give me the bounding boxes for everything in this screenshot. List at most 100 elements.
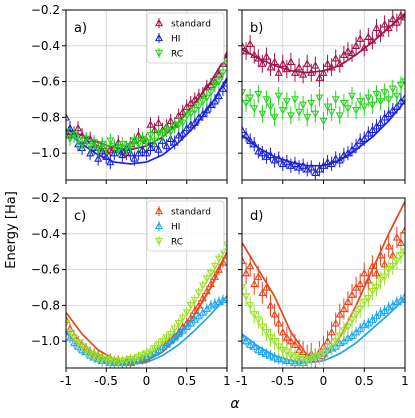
data-point bbox=[158, 136, 167, 144]
data-point bbox=[299, 161, 308, 169]
data-point bbox=[327, 108, 336, 117]
data-point bbox=[266, 63, 275, 71]
y-tick-label: −0.2 bbox=[31, 3, 60, 17]
data-point bbox=[118, 141, 127, 149]
data-point bbox=[258, 59, 267, 67]
data-point bbox=[270, 310, 279, 318]
data-point bbox=[303, 114, 312, 122]
plot-area bbox=[66, 47, 227, 170]
data-point bbox=[376, 277, 385, 285]
x-tick-label: -0.5 bbox=[271, 374, 294, 388]
plot-area bbox=[242, 10, 405, 180]
y-tick-label: −1.0 bbox=[31, 146, 60, 160]
data-point bbox=[323, 157, 332, 166]
data-point bbox=[388, 14, 397, 23]
y-tick-label: −0.4 bbox=[31, 39, 60, 53]
data-point bbox=[218, 258, 227, 266]
y-tick-label: −0.8 bbox=[31, 110, 60, 124]
data-point bbox=[222, 251, 227, 259]
panel-c: -1 -0.5 0 0.5 1 −1.0 −0.8 −0.6 −0.4 −0.2 c) standar… bbox=[31, 191, 231, 388]
data-point bbox=[242, 336, 251, 345]
data-point bbox=[290, 340, 299, 348]
data-point bbox=[319, 117, 328, 126]
data-point bbox=[70, 132, 79, 140]
legend-marker bbox=[154, 49, 164, 58]
y-tick-label: −0.2 bbox=[31, 191, 60, 205]
data-point bbox=[343, 297, 352, 305]
data-point bbox=[270, 114, 279, 122]
panel-a: −1.0 −0.8 −0.6 −0.4 −0.2 a) standard HI RC bbox=[31, 3, 228, 184]
data-point bbox=[162, 141, 171, 150]
data-point bbox=[343, 323, 352, 332]
data-point bbox=[74, 342, 83, 350]
data-point bbox=[242, 284, 247, 292]
data-point bbox=[372, 23, 381, 32]
data-point bbox=[315, 94, 324, 102]
data-point bbox=[198, 98, 207, 106]
data-point bbox=[242, 41, 247, 49]
data-point bbox=[372, 311, 381, 320]
data-point bbox=[282, 356, 291, 365]
data-point bbox=[78, 343, 87, 351]
data-point bbox=[134, 148, 143, 157]
data-point bbox=[90, 139, 99, 147]
data-point bbox=[396, 97, 405, 105]
data-point bbox=[66, 329, 75, 337]
data-point bbox=[242, 89, 247, 97]
data-point bbox=[78, 345, 87, 354]
data-point bbox=[198, 308, 207, 316]
data-point bbox=[154, 118, 163, 126]
data-point bbox=[392, 92, 401, 101]
data-point bbox=[258, 323, 267, 332]
x-tick-label: 1 bbox=[401, 374, 409, 388]
data-point bbox=[356, 279, 365, 288]
data-point bbox=[110, 142, 119, 151]
data-point bbox=[400, 93, 405, 101]
data-point bbox=[303, 357, 312, 366]
data-point bbox=[222, 60, 227, 68]
data-point bbox=[262, 283, 271, 291]
data-point bbox=[274, 154, 283, 162]
data-point bbox=[102, 144, 111, 153]
data-point bbox=[290, 68, 299, 76]
data-point bbox=[360, 134, 369, 143]
data-point bbox=[274, 68, 283, 76]
data-point bbox=[299, 70, 308, 78]
data-point bbox=[178, 129, 187, 137]
data-point bbox=[319, 68, 328, 76]
data-point bbox=[254, 54, 263, 62]
data-point bbox=[246, 39, 255, 48]
data-point bbox=[331, 154, 340, 162]
data-point bbox=[323, 346, 332, 355]
data-point bbox=[190, 315, 199, 323]
data-point bbox=[182, 309, 191, 317]
data-point bbox=[254, 272, 263, 280]
data-point bbox=[348, 290, 357, 298]
data-point bbox=[218, 69, 227, 77]
data-point bbox=[222, 293, 227, 302]
data-point bbox=[178, 326, 187, 334]
data-point bbox=[356, 324, 365, 332]
data-point bbox=[154, 345, 163, 354]
data-point bbox=[262, 52, 271, 60]
data-point bbox=[380, 259, 389, 268]
data-point bbox=[250, 50, 259, 58]
data-point bbox=[364, 94, 373, 102]
data-point bbox=[214, 91, 223, 100]
data-point bbox=[166, 128, 175, 136]
data-point bbox=[315, 165, 324, 173]
legend-label: standard bbox=[171, 20, 211, 30]
x-tick-label: 0.5 bbox=[355, 374, 374, 388]
data-point bbox=[286, 57, 295, 66]
data-point bbox=[202, 105, 211, 114]
data-point bbox=[278, 327, 287, 336]
data-point bbox=[388, 105, 397, 114]
data-point bbox=[70, 338, 79, 347]
data-point bbox=[339, 99, 348, 108]
data-point bbox=[380, 306, 389, 314]
data-point bbox=[214, 78, 223, 86]
data-point bbox=[331, 96, 340, 104]
data-point bbox=[319, 161, 328, 169]
data-point bbox=[182, 322, 191, 331]
data-point bbox=[331, 54, 340, 62]
